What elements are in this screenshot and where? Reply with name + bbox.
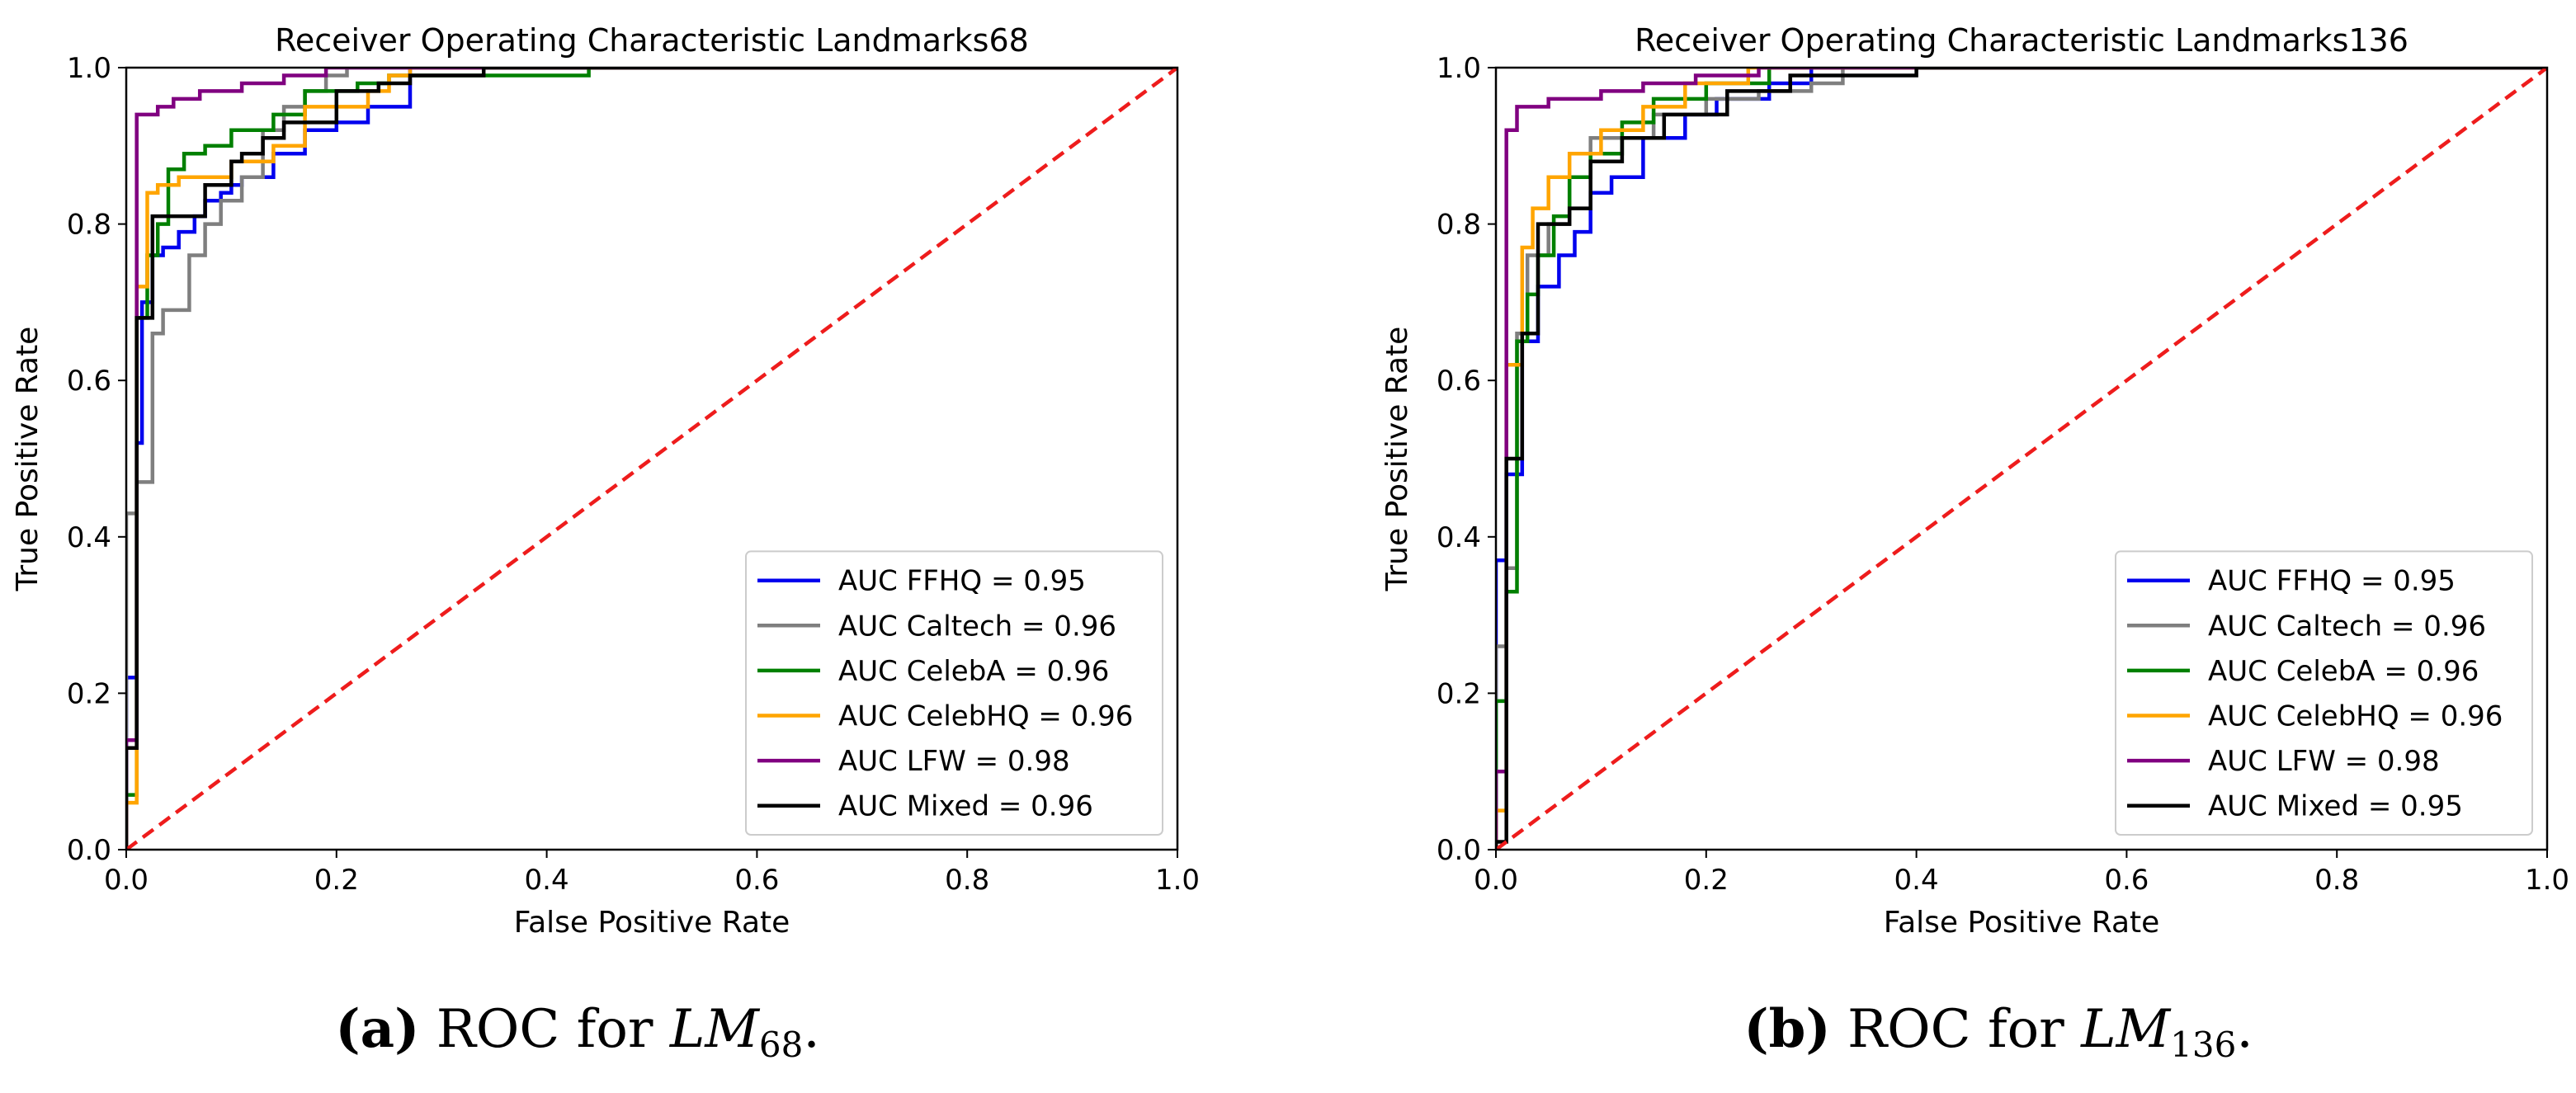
x-tick-label: 0.8 [2314, 864, 2359, 897]
plot-area [126, 68, 1177, 850]
chance-diagonal-line [1496, 68, 2547, 850]
legend-box [745, 550, 1163, 836]
x-tick-label: 0.2 [314, 864, 359, 897]
y-tick-label: 0.2 [67, 677, 111, 710]
y-tick-label: 0.6 [67, 365, 111, 398]
series-line-celebhq [1496, 68, 2547, 850]
legend-box [2115, 550, 2533, 836]
x-axis-label: False Positive Rate [514, 906, 790, 940]
y-tick-label: 0.4 [1437, 521, 1481, 554]
chart-roc-landmarks68: Receiver Operating Characteristic Landma… [11, 22, 1200, 940]
caption-math-subscript: 68 [758, 1025, 804, 1065]
legend-entry: AUC FFHQ = 0.95 [838, 565, 1086, 598]
caption-end: . [2236, 999, 2253, 1060]
x-tick-label: 0.4 [525, 864, 569, 897]
legend-entry: AUC CelebA = 0.96 [2208, 655, 2479, 688]
x-tick-label: 0.2 [1684, 864, 1729, 897]
caption-a: (a) ROC for LM68. [0, 998, 1155, 1065]
legend-entry: AUC CelebHQ = 0.96 [2208, 700, 2503, 733]
y-tick-label: 0.4 [67, 521, 111, 554]
legend: AUC FFHQ = 0.95 AUC Caltech = 0.96 AUC Cel… [745, 550, 1163, 836]
y-axis-label: True Positive Rate [11, 327, 45, 592]
series-line-lfw [126, 68, 1177, 850]
y-tick-label: 0.8 [67, 209, 111, 242]
legend-entry: AUC Mixed = 0.95 [2208, 790, 2463, 823]
caption-end: . [803, 999, 820, 1060]
series-line-mixed [1496, 68, 2547, 850]
plot-frame [125, 66, 1179, 851]
caption-label: (a) [335, 998, 420, 1060]
y-tick-label: 0.6 [1437, 365, 1481, 398]
caption-math-subscript: 136 [2170, 1025, 2237, 1065]
x-tick-label: 1.0 [2525, 864, 2569, 897]
series-line-lfw [1496, 68, 2547, 850]
x-tick-label: 0.0 [1474, 864, 1518, 897]
caption-text: ROC for [1847, 999, 2064, 1060]
x-tick-label: 0.4 [1894, 864, 1939, 897]
legend-entry: AUC CelebHQ = 0.96 [838, 700, 1133, 733]
chart-roc-landmarks136: Receiver Operating Characteristic Landma… [1380, 22, 2569, 940]
x-tick-label: 0.8 [945, 864, 989, 897]
y-tick-label: 1.0 [67, 52, 111, 85]
chart-title: Receiver Operating Characteristic Landma… [275, 22, 1029, 59]
legend-entry: AUC FFHQ = 0.95 [2208, 565, 2456, 598]
caption-math-base: LM [669, 999, 759, 1060]
x-axis-label: False Positive Rate [1884, 906, 2160, 940]
y-axis-label: True Positive Rate [1380, 327, 1414, 592]
y-tick-label: 0.8 [1437, 209, 1481, 242]
x-tick-label: 0.6 [734, 864, 779, 897]
legend: AUC FFHQ = 0.95 AUC Caltech = 0.96 AUC Cel… [2115, 550, 2533, 836]
series-line-mixed [126, 68, 1177, 850]
y-tick-label: 0.0 [1437, 834, 1481, 867]
x-tick-label: 0.6 [2104, 864, 2149, 897]
plot-area [1496, 68, 2547, 850]
caption-text: ROC for [436, 999, 653, 1060]
y-tick-label: 0.2 [1437, 677, 1481, 710]
caption-label: (b) [1743, 998, 1831, 1060]
legend-entry: AUC LFW = 0.98 [838, 745, 1070, 778]
y-tick-label: 1.0 [1437, 52, 1481, 85]
caption-math-base: LM [2081, 999, 2171, 1060]
y-tick-label: 0.0 [67, 834, 111, 867]
x-tick-label: 1.0 [1155, 864, 1200, 897]
legend-entry: AUC Caltech = 0.96 [2208, 610, 2486, 643]
x-tick-label: 0.0 [104, 864, 149, 897]
plot-frame [1494, 66, 2549, 851]
legend-entry: AUC CelebA = 0.96 [838, 655, 1109, 688]
legend-entry: AUC LFW = 0.98 [2208, 745, 2440, 778]
legend-entry: AUC Caltech = 0.96 [838, 610, 1116, 643]
caption-b: (b) ROC for LM136. [1421, 998, 2576, 1065]
chance-diagonal-line [126, 68, 1177, 850]
legend-entry: AUC Mixed = 0.96 [838, 790, 1093, 823]
chart-title: Receiver Operating Characteristic Landma… [1635, 22, 2409, 59]
